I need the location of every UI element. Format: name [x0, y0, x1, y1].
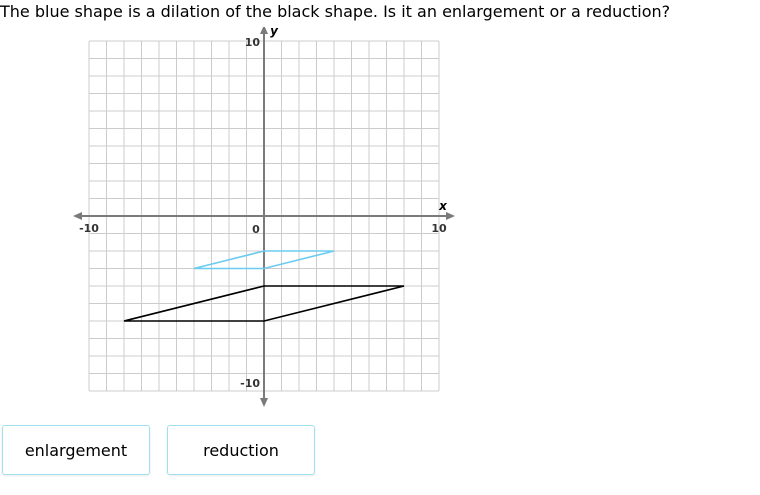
- reduction-button[interactable]: reduction: [167, 425, 315, 475]
- y-min-tick-label: -10: [240, 377, 260, 390]
- y-axis-label: y: [270, 27, 279, 38]
- enlargement-button[interactable]: enlargement: [2, 425, 150, 475]
- x-axis-left-arrow-icon: [73, 212, 82, 220]
- axis-labels: -10 10 10 -10 0 x y: [79, 27, 448, 390]
- y-axis-up-arrow-icon: [260, 27, 268, 34]
- coordinate-graph: -10 10 10 -10 0 x y: [73, 27, 455, 407]
- shapes: [123, 250, 405, 322]
- y-max-tick-label: 10: [245, 36, 261, 49]
- y-axis-down-arrow-icon: [260, 398, 268, 407]
- x-max-tick-label: 10: [431, 222, 447, 235]
- origin-label: 0: [252, 223, 260, 236]
- black-shape: [123, 285, 405, 322]
- question-text: The blue shape is a dilation of the blac…: [0, 2, 671, 21]
- x-axis-right-arrow-icon: [446, 212, 455, 220]
- blue-shape: [193, 250, 335, 270]
- x-min-tick-label: -10: [79, 222, 99, 235]
- axes: [73, 27, 455, 407]
- x-axis-label: x: [438, 199, 448, 213]
